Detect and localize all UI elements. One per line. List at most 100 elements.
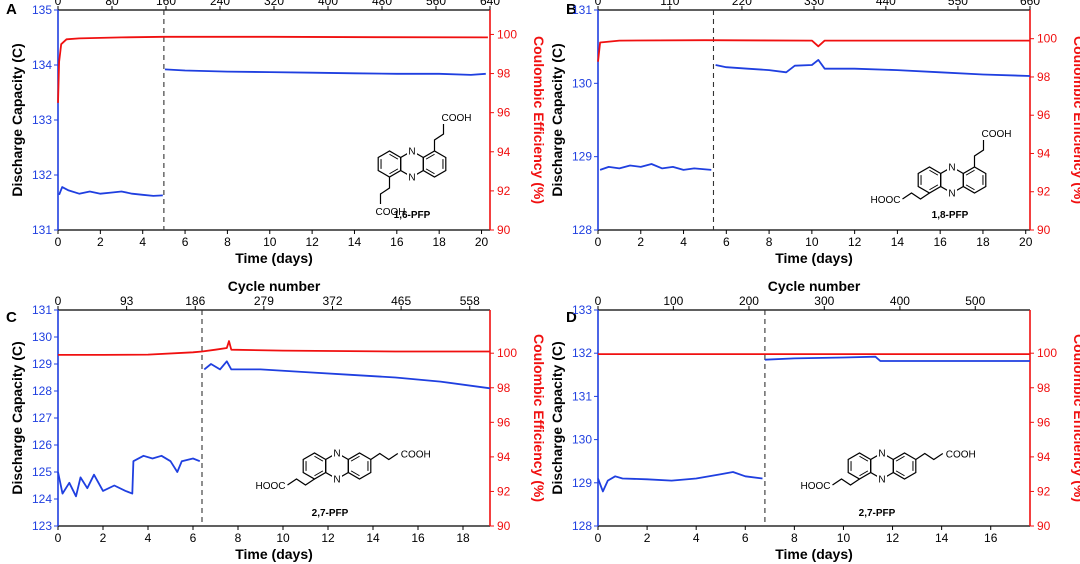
phenazine-ring-right [347,452,372,480]
y-tick-label: 135 [32,3,52,17]
double-bond-line [425,153,435,160]
y-tick-label: 128 [32,384,52,398]
x2-tick-label: 0 [55,294,62,308]
x2-tick-label: 480 [372,0,392,8]
double-bond-line [314,470,324,477]
y2-tick-label: 100 [1037,346,1057,360]
y2-tick-label: 96 [497,106,511,120]
nitrogen-mask [407,145,417,156]
y-tick-label: 130 [32,330,52,344]
side-chain-top-right [973,140,985,167]
double-bond-line [389,168,399,175]
x2-tick-label: 0 [55,0,62,8]
x-axis-title: Time (days) [235,546,313,562]
y-tick-label: 132 [572,346,592,360]
carboxyl-label-left: HOOC [255,481,285,492]
double-bond-line [859,455,869,462]
x-tick-label: 12 [886,531,900,545]
double-bond-line [389,153,399,160]
x-tick-label: 0 [55,235,62,249]
capacity-series-line [164,68,486,76]
y-tick-label: 132 [32,168,52,182]
double-bond-line [859,470,869,477]
y2-tick-label: 96 [1037,108,1051,122]
nitrogen-mask [947,161,957,172]
x-tick-label: 20 [1019,235,1033,249]
capacity-series-line [57,454,201,498]
x2-tick-label: 660 [1020,0,1040,8]
y-tick-label: 133 [572,303,592,317]
side-chain-left [287,478,315,486]
y-tick-label: 131 [32,223,52,237]
y2-tick-label: 90 [497,223,511,237]
capacity-series-line [715,59,1031,77]
carboxyl-label-bottom: COOH [375,207,405,218]
double-bond-line [425,168,435,175]
molecule-structure: N N COOH HOOC 2,7-PFP [800,447,976,519]
panel-c: C 0 2 4 6 8 10 12 14 16 18 0 93 186 279 372 465 558 123 124… [6,278,547,562]
capacity-series-line [597,471,763,493]
y-tick-label: 129 [572,476,592,490]
nitrogen-mask [407,171,417,182]
y2-tick-label: 100 [497,346,517,360]
y-axis-title: Discharge Capacity (C) [9,43,25,196]
side-chain-bottom-left [379,177,391,204]
x-axis-title: Time (days) [235,250,313,266]
x-tick-label: 18 [456,531,470,545]
nitrogen-mask [947,187,957,198]
y2-tick-label: 94 [1037,146,1051,160]
y2-tick-label: 96 [1037,415,1051,429]
y2-tick-label: 96 [497,415,511,429]
x2-tick-label: 279 [254,294,274,308]
y-tick-label: 128 [572,519,592,533]
carboxyl-label-left: HOOC [870,195,900,206]
x-tick-label: 10 [805,235,819,249]
panel-b: B 0 2 4 6 8 10 12 14 16 18 20 0 110 220 330 440 550 660 128… [549,0,1080,266]
y-axis-title: Discharge Capacity (C) [549,43,565,196]
side-chain-right [915,452,944,461]
y2-tick-label: 100 [497,27,517,41]
double-bond-line [929,184,939,191]
y-tick-label: 125 [32,465,52,479]
panel-letter: C [6,309,17,326]
x2-tick-label: 550 [948,0,968,8]
nitrogen-atom-top: N [948,163,955,174]
x2-tick-label: 500 [965,294,985,308]
y-tick-label: 130 [572,76,592,90]
x2-tick-label: 300 [814,294,834,308]
nitrogen-atom-top: N [333,449,340,460]
nitrogen-atom-top: N [408,147,415,158]
capacity-series-line [203,360,491,390]
double-bond-line [965,184,975,191]
phenazine-ring-left [847,452,872,480]
y2-tick-label: 92 [497,484,511,498]
x-tick-label: 10 [263,235,277,249]
y-tick-label: 131 [572,3,592,17]
x2-tick-label: 220 [732,0,752,8]
double-bond-line [965,169,975,176]
y2-tick-label: 90 [497,519,511,533]
nitrogen-atom-bottom: N [333,475,340,486]
efficiency-series-line [597,39,1030,62]
x-tick-label: 8 [791,531,798,545]
panel-letter: B [566,1,577,18]
side-chain-top-right [433,124,445,151]
x-tick-label: 18 [976,235,990,249]
side-chain-left [902,192,930,200]
y-axis-title: Discharge Capacity (C) [9,341,25,494]
x-tick-label: 4 [680,235,687,249]
x-tick-label: 12 [305,235,319,249]
x-tick-label: 12 [321,531,335,545]
x-tick-label: 8 [235,531,242,545]
x-axis-title: Time (days) [775,546,853,562]
y2-tick-label: 92 [1037,185,1051,199]
x-tick-label: 16 [411,531,425,545]
double-bond-line [350,470,360,477]
carboxyl-label-right: COOH [401,450,431,461]
panel-a: A 0 2 4 6 8 10 12 14 16 18 20 0 80 160 240 320 400 480 560 6… [6,0,547,266]
nitrogen-mask [877,447,887,458]
x-tick-label: 12 [848,235,862,249]
x-tick-label: 6 [182,235,189,249]
